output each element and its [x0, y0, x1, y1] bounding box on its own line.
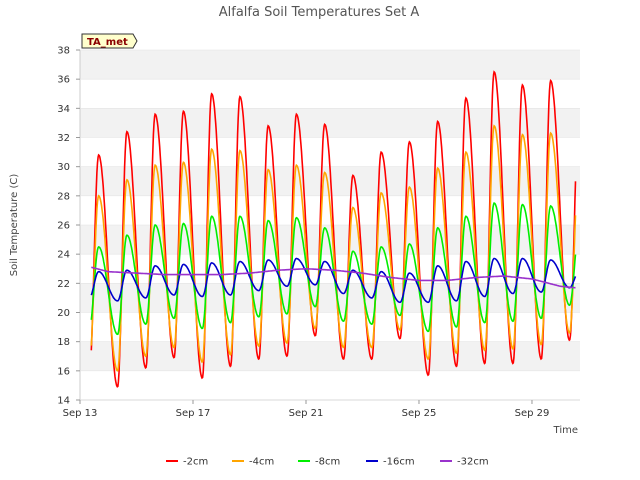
x-tick-label: Sep 29 — [515, 408, 550, 419]
y-ticks: 14 16 18 20 22 24 26 28 30 32 34 36 38 — [57, 46, 580, 407]
grid-band — [80, 341, 580, 371]
y-tick-label: 26 — [57, 221, 70, 232]
x-tick-label: Sep 25 — [402, 408, 437, 419]
y-tick-label: 18 — [57, 337, 70, 348]
x-axis-label: Time — [553, 425, 578, 436]
grid-band — [80, 50, 580, 80]
series-line-16cm — [90, 257, 577, 304]
grid-band — [80, 79, 580, 109]
series-line-8cm — [90, 202, 577, 336]
series-line-4cm — [90, 124, 577, 372]
grid-band — [80, 312, 580, 342]
y-tick-label: 38 — [57, 46, 70, 57]
x-tick-label: Sep 17 — [176, 408, 211, 419]
grid-band — [80, 283, 580, 313]
series-line-32cm — [91, 266, 576, 289]
series-lines — [90, 70, 577, 388]
series-line-2cm — [90, 70, 577, 388]
y-tick-label: 30 — [57, 162, 70, 173]
y-axis-label: Soil Temperature (C) — [9, 174, 20, 277]
y-tick-label: 20 — [57, 308, 70, 319]
x-tick-label: Sep 21 — [289, 408, 324, 419]
y-tick-label: 24 — [57, 250, 70, 261]
site-badge-label: TA_met — [87, 37, 128, 48]
chart-title: Alfalfa Soil Temperatures Set A — [219, 5, 420, 20]
legend-label: -16cm — [383, 457, 415, 468]
y-tick-label: 32 — [57, 133, 70, 144]
y-tick-label: 34 — [57, 104, 70, 115]
legend-label: -2cm — [183, 457, 208, 468]
y-tick-label: 22 — [57, 279, 70, 290]
x-ticks: Sep 13 Sep 17 Sep 21 Sep 25 Sep 29 — [63, 400, 550, 419]
legend-label: -8cm — [315, 457, 340, 468]
site-badge: TA_met — [81, 33, 138, 49]
y-tick-label: 36 — [57, 75, 70, 86]
y-tick-label: 16 — [57, 366, 70, 377]
y-tick-label: 28 — [57, 191, 70, 202]
legend: -2cm -4cm -8cm -16cm -32cm — [166, 457, 489, 468]
x-tick-label: Sep 13 — [63, 408, 98, 419]
legend-label: -32cm — [457, 457, 489, 468]
legend-label: -4cm — [249, 457, 274, 468]
grid-band — [80, 370, 580, 400]
y-tick-label: 14 — [57, 396, 70, 407]
grid-band — [80, 108, 580, 138]
